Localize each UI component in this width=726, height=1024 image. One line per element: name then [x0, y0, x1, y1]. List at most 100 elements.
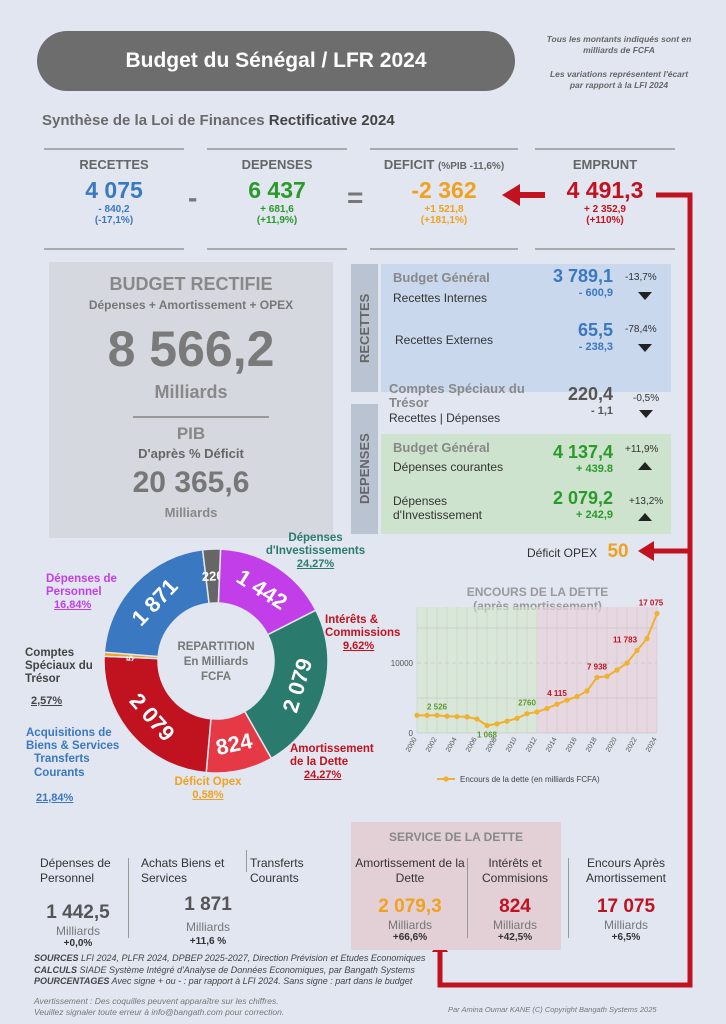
variations-note: Les variations représentent l'écart par … — [549, 69, 689, 91]
budget-title: BUDGET RECTIFIE — [109, 274, 273, 294]
kpi-label: DEPENSES — [241, 157, 313, 172]
x-tick-label: 2024 — [645, 736, 659, 753]
pib-unit: Milliards — [164, 505, 218, 520]
label-amortissement: Amortissement de la Dette 24,27% — [290, 743, 374, 782]
up-triangle-icon — [638, 462, 652, 470]
row-pct: +11,9% — [625, 444, 659, 455]
x-tick-label: 2016 — [565, 736, 579, 753]
kpi-value: -2 362 — [411, 177, 477, 203]
row-delta: - 600,9 — [578, 287, 613, 299]
section-title: Budget Général — [393, 270, 490, 285]
kpi-delta: - 840,2 — [98, 204, 130, 215]
deficit-opex: Déficit OPEX 50 — [527, 541, 629, 563]
recettes-budget-general: Budget Général Recettes Internes 3 789,1… — [381, 264, 671, 392]
donut-value-label: 50 — [125, 650, 137, 662]
x-tick-label: 2002 — [425, 736, 439, 753]
equals-operator: = — [347, 182, 364, 213]
x-tick-label: 2014 — [545, 736, 559, 753]
data-point — [484, 722, 490, 729]
data-point — [474, 716, 480, 722]
bottom-amortissement: Amortissement de la Dette 2 079,3 Millia… — [355, 856, 465, 943]
donut-slice — [243, 609, 329, 760]
footer-sources: SOURCES LFI 2024, PLFR 2024, DPBEP 2025-… — [34, 953, 426, 987]
kpi-deficit: DEFICIT (%PIB -11,6%) -2 362 +1 521,8 (+… — [370, 148, 518, 250]
data-point — [534, 709, 540, 715]
data-point — [584, 688, 590, 694]
data-label: 7 938 — [587, 662, 608, 671]
kpi-value: 4 491,3 — [566, 177, 644, 203]
x-tick-label: 2018 — [585, 736, 599, 753]
row-label: Recettes Externes — [395, 333, 494, 347]
section-title: Budget Général — [393, 440, 490, 455]
budget-value: 8 566,2 — [107, 321, 275, 377]
bottom-personnel: Dépenses de Personnel 1 442,5 Milliards … — [40, 856, 111, 949]
label-investissements: Dépenses d'Investissements 24,27% — [265, 532, 366, 571]
label-deficit-opex: Déficit Opex 0,58% — [174, 776, 242, 802]
row-delta: - 1,1 — [590, 405, 613, 417]
label-acquisitions: Acquisitions de Biens & Services Transfe… — [26, 727, 120, 804]
data-point — [604, 673, 610, 679]
kpi-emprunt: EMPRUNT 4 491,3 + 2 352,9 (+110%) — [535, 148, 675, 250]
donut-slice — [217, 548, 317, 636]
kpi-value: 6 437 — [248, 177, 306, 203]
row-label: Recettes | Dépenses — [389, 411, 501, 425]
bottom-encours: Encours Après Amortissement 17 075 Milli… — [585, 856, 667, 943]
data-point — [504, 718, 510, 724]
deficit-opex-label: Déficit OPEX — [527, 546, 598, 560]
pib-subtitle: D'après % Déficit — [138, 446, 244, 461]
data-point — [444, 713, 450, 719]
data-label: 2 526 — [427, 702, 448, 711]
budget-rectifie-panel: BUDGET RECTIFIE Dépenses + Amortissement… — [49, 262, 333, 538]
service-dette-title: SERVICE DE LA DETTE — [388, 830, 524, 844]
label-personnel: Dépenses de Personnel 16,84% — [46, 573, 117, 612]
kpi-pct: (+181,1%) — [420, 215, 468, 226]
row-value: 4 137,4 — [552, 442, 613, 462]
x-tick-label: 2012 — [525, 736, 539, 753]
pib-title: PIB — [176, 424, 206, 443]
bottom-interets: Intérêts et Commisions 824 Milliards +42… — [481, 856, 548, 943]
kpi-pct: (-17,1%) — [94, 215, 134, 226]
donut-center-label: REPARTITION En Milliards FCFA — [177, 641, 255, 683]
divider — [568, 858, 569, 938]
row-delta: + 242,9 — [575, 509, 613, 521]
row-label: Dépenses courantes — [393, 460, 504, 474]
donut-slice — [103, 655, 212, 774]
down-triangle-icon — [639, 410, 653, 418]
data-point — [594, 674, 600, 681]
data-point — [624, 660, 630, 666]
page-subtitle: Synthèse de la Loi de Finances Rectifica… — [42, 112, 395, 129]
up-triangle-icon — [638, 513, 652, 521]
data-point — [644, 635, 650, 642]
footer-credit: Par Amina Oumar KANE (C) Copyright Banga… — [448, 1005, 657, 1014]
arrow-left-head — [502, 184, 520, 206]
data-point — [464, 714, 470, 720]
data-label: 11 783 — [613, 636, 638, 645]
cst-row: Comptes Spéciaux du Trésor Recettes | Dé… — [351, 381, 671, 432]
x-tick-label: 2010 — [505, 736, 519, 753]
y-tick-label: 0 — [409, 729, 414, 738]
section-title: Comptes Spéciaux du Trésor — [389, 381, 525, 411]
row-value: 65,5 — [577, 320, 613, 340]
row-delta: - 238,3 — [578, 341, 613, 353]
data-label: 2760 — [518, 699, 536, 708]
data-point — [494, 721, 500, 727]
data-point — [434, 712, 440, 718]
deficit-opex-value: 50 — [607, 541, 629, 562]
divider — [467, 858, 468, 938]
x-tick-label: 2000 — [405, 736, 419, 753]
kpi-label: EMPRUNT — [572, 157, 638, 172]
recettes-tab: RECETTES — [351, 264, 378, 392]
data-point — [424, 712, 430, 718]
row-label: Dépenses d'Investissement — [393, 494, 482, 522]
row-value: 220,4 — [567, 384, 613, 404]
row-delta: + 439.8 — [575, 463, 613, 475]
data-point — [614, 667, 620, 673]
kpi-label: DEFICIT (%PIB -11,6%) — [383, 157, 505, 172]
kpi-pct: (+11,9%) — [256, 215, 298, 226]
row-pct: -13,7% — [625, 272, 657, 283]
footer-warning: Avertissement : Des coquilles peuvent ap… — [34, 996, 285, 1018]
data-label: 4 115 — [547, 689, 567, 698]
x-tick-label: 2004 — [445, 736, 459, 753]
